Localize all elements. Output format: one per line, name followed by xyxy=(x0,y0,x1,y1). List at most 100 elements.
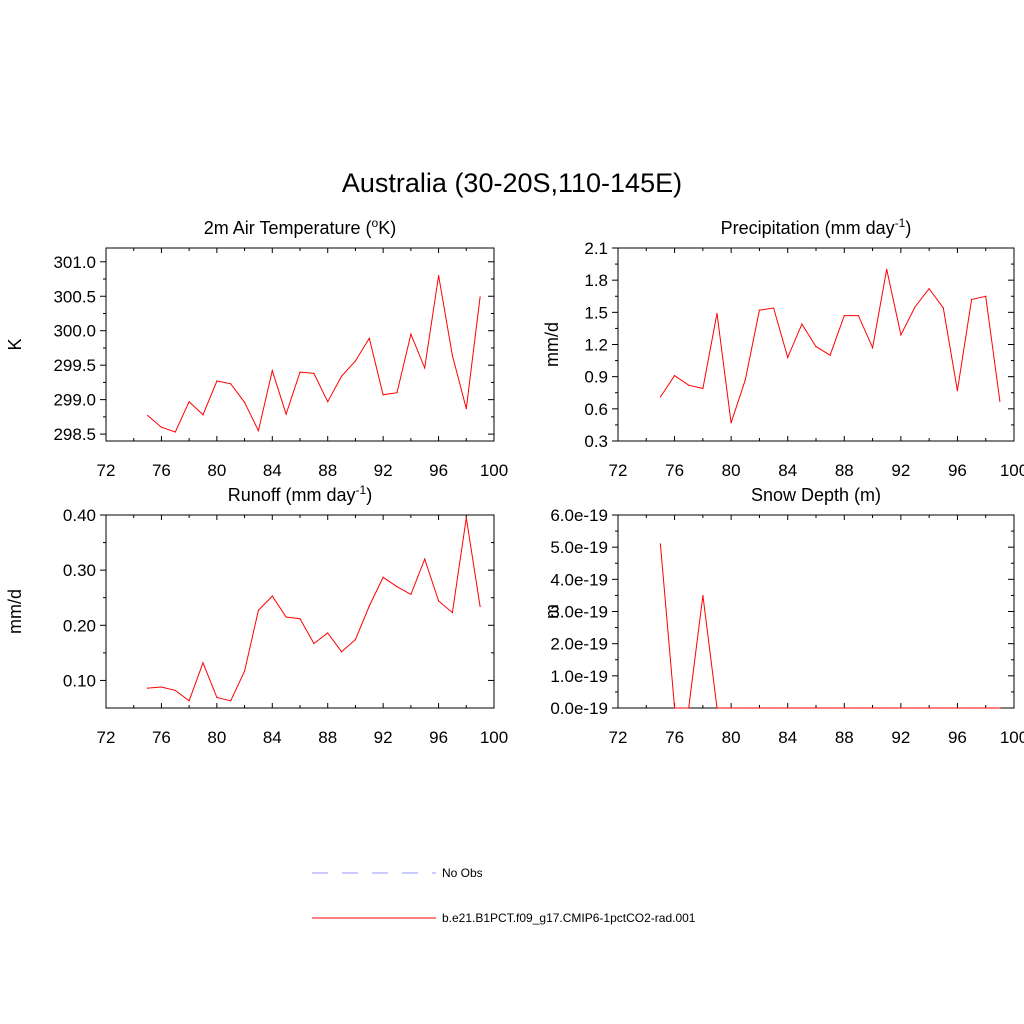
y-tick-label: 0.20 xyxy=(63,616,96,635)
data-point xyxy=(942,707,944,709)
data-point xyxy=(702,594,704,597)
data-point xyxy=(243,401,246,403)
y-tick-label: 299.5 xyxy=(53,356,96,375)
panels: 72 76 80 84 88 92 96 100 298.5 299.0 299.5 300.0 300… xyxy=(5,216,1024,747)
data-point xyxy=(285,616,287,618)
data-point xyxy=(216,696,218,699)
x-tick-label: 84 xyxy=(263,461,282,480)
y-tick-label: 1.0e-19 xyxy=(550,667,608,686)
data-point xyxy=(744,707,746,709)
x-tick-label: 96 xyxy=(429,728,448,747)
panel-title: Runoff (mm day-1) xyxy=(228,483,372,505)
panel-title-superscript: o xyxy=(372,216,379,230)
data-point xyxy=(744,379,746,381)
data-point xyxy=(285,413,287,415)
panel-title-text: Runoff (mm day xyxy=(228,485,356,505)
chart-panel-2: 72 76 80 84 88 92 96 100 0.3 0.6 0.9 1.2 1.5 1.8 2.1 Pr… xyxy=(542,216,1024,480)
data-point xyxy=(437,274,440,277)
x-tick-label: 80 xyxy=(207,728,226,747)
series-line-1 xyxy=(147,275,481,433)
panel-title-superscript: -1 xyxy=(356,483,367,497)
data-point xyxy=(465,517,467,519)
y-tick-label: 3.0e-19 xyxy=(550,603,608,622)
data-point xyxy=(787,707,789,709)
data-point xyxy=(688,707,690,709)
chart-panel-1: 72 76 80 84 88 92 96 100 298.5 299.0 299.5 300.0 300… xyxy=(5,216,508,480)
x-tick-label: 100 xyxy=(1000,461,1024,480)
x-tick-label: 72 xyxy=(609,461,628,480)
legend-label-1: No Obs xyxy=(442,866,483,880)
data-point xyxy=(299,371,301,373)
data-point xyxy=(271,595,273,597)
panel-title-suffix: ) xyxy=(905,218,911,238)
data-point xyxy=(382,394,384,396)
data-point xyxy=(970,707,973,709)
data-point xyxy=(424,558,426,560)
x-tick-label: 72 xyxy=(97,461,116,480)
data-point xyxy=(160,686,163,688)
data-point xyxy=(815,346,817,348)
data-point xyxy=(843,314,845,317)
data-point xyxy=(243,670,246,672)
x-tick-label: 88 xyxy=(318,461,337,480)
data-point xyxy=(659,543,662,545)
data-point xyxy=(956,390,959,392)
y-tick-label: 0.0e-19 xyxy=(550,699,608,718)
y-axis-label: mm/d xyxy=(542,322,562,367)
data-point xyxy=(396,586,398,588)
data-point xyxy=(368,337,370,339)
y-tick-label: 1.2 xyxy=(584,336,608,355)
x-tick-label: 76 xyxy=(665,728,684,747)
data-point xyxy=(673,374,676,377)
data-point xyxy=(340,375,343,377)
x-tick-label: 92 xyxy=(891,461,910,480)
data-point xyxy=(410,333,412,335)
data-point xyxy=(382,576,384,578)
data-point xyxy=(928,707,930,709)
data-point xyxy=(368,605,370,607)
data-point xyxy=(829,707,831,709)
data-point xyxy=(857,707,860,709)
data-point xyxy=(313,372,315,375)
data-point xyxy=(188,401,190,403)
data-point xyxy=(257,609,260,611)
data-point xyxy=(327,401,329,403)
x-tick-label: 80 xyxy=(722,461,741,480)
plot-frame xyxy=(105,247,495,442)
figure-title: Australia (30-20S,110-145E) xyxy=(341,168,683,198)
data-point xyxy=(886,268,888,271)
y-tick-label: 4.0e-19 xyxy=(550,570,608,589)
data-point xyxy=(985,295,987,297)
data-point xyxy=(999,400,1001,402)
x-tick-label: 92 xyxy=(374,728,393,747)
data-point xyxy=(716,707,718,709)
x-tick-label: 92 xyxy=(374,461,393,480)
x-tick-label: 100 xyxy=(480,461,508,480)
legend-label-2: b.e21.B1PCT.f09_g17.CMIP6-1pctCO2-rad.00… xyxy=(442,911,696,925)
data-point xyxy=(202,662,204,664)
y-tick-label: 300.5 xyxy=(53,287,96,306)
data-point xyxy=(146,687,149,689)
y-axis-label: K xyxy=(5,338,25,350)
data-point xyxy=(688,384,690,386)
x-tick-label: 76 xyxy=(152,728,171,747)
data-point xyxy=(299,618,301,620)
data-point xyxy=(914,306,916,308)
x-tick-label: 72 xyxy=(97,728,116,747)
y-tick-label: 1.5 xyxy=(584,303,608,322)
data-point xyxy=(772,307,775,309)
y-tick-label: 298.5 xyxy=(53,425,96,444)
panel-title: Precipitation (mm day-1) xyxy=(721,216,912,238)
x-tick-label: 76 xyxy=(152,461,171,480)
y-tick-label: 0.30 xyxy=(63,561,96,580)
y-tick-label: 6.0e-19 xyxy=(550,506,608,525)
data-point xyxy=(659,396,662,398)
y-tick-label: 300.0 xyxy=(53,322,96,341)
data-point xyxy=(354,360,357,362)
y-axis-label: mm/d xyxy=(5,589,25,634)
data-point xyxy=(174,689,176,691)
y-tick-label: 301.0 xyxy=(53,253,96,272)
data-point xyxy=(479,605,481,608)
data-point xyxy=(188,700,190,702)
